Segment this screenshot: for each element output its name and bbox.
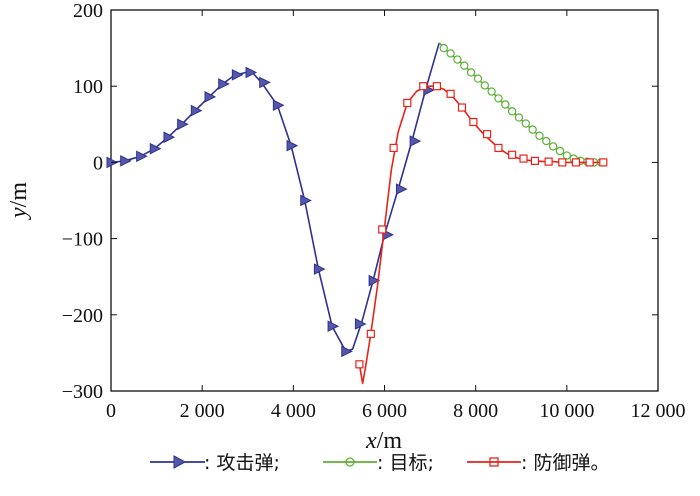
data-point-target — [562, 151, 572, 160]
legend-label-defense: : 防御弹。 — [521, 452, 609, 474]
x-tick-label: 0 — [106, 400, 116, 422]
data-point-attack — [149, 142, 162, 155]
data-point-defense — [544, 157, 553, 166]
data-point-defense — [530, 156, 540, 165]
data-point-attack — [286, 139, 299, 152]
legend-label-target: : 目标; — [377, 452, 434, 474]
data-point-target — [460, 61, 469, 70]
data-point-target — [535, 131, 544, 140]
data-point-defense — [508, 150, 517, 159]
x-tick-label: 8 000 — [453, 400, 498, 422]
data-point-defense — [519, 154, 528, 163]
y-axis-label: y/m — [6, 182, 32, 220]
data-point-target — [528, 125, 537, 134]
x-axis-label: x/m — [365, 428, 402, 454]
data-point-attack — [327, 320, 340, 333]
series-line-defense — [358, 85, 604, 385]
x-tick-label: 12 000 — [631, 400, 686, 422]
series-line-target — [438, 42, 604, 164]
x-tick-label: 4 000 — [271, 400, 316, 422]
series-line-attack — [110, 42, 440, 353]
legend-label-attack: : 攻击弹; — [204, 452, 280, 474]
data-point-attack — [245, 66, 258, 79]
legend-circle-marker — [345, 457, 355, 467]
y-tick-label: 200 — [73, 0, 103, 22]
data-point-attack — [218, 78, 230, 90]
data-point-attack — [136, 150, 148, 163]
data-point-attack — [177, 118, 189, 131]
data-point-target — [501, 100, 510, 109]
legend-square-marker — [489, 457, 499, 467]
series-layer — [106, 42, 608, 385]
data-point-defense — [355, 360, 364, 369]
y-tick-label: 0 — [93, 152, 103, 174]
data-point-attack — [409, 135, 422, 147]
data-point-attack — [231, 68, 244, 81]
x-tick-label: 10 000 — [539, 400, 594, 422]
data-point-attack — [313, 263, 326, 275]
data-point-defense — [432, 82, 442, 91]
y-tick-label: −200 — [62, 305, 103, 327]
legend-item-target: : 目标; — [323, 452, 434, 474]
data-point-attack — [395, 183, 408, 195]
data-point-target — [446, 49, 455, 58]
x-tick-label: 6 000 — [362, 400, 407, 422]
data-point-defense — [482, 130, 492, 139]
data-point-defense — [446, 89, 455, 98]
data-point-target — [507, 107, 517, 116]
data-point-target — [480, 81, 489, 90]
data-point-defense — [585, 158, 594, 167]
data-point-defense — [419, 82, 428, 91]
data-point-defense — [378, 225, 387, 234]
data-point-defense — [389, 143, 398, 153]
y-tick-label: −300 — [62, 381, 103, 403]
data-point-defense — [599, 158, 608, 167]
data-point-defense — [469, 117, 478, 127]
y-tick-label: −100 — [62, 229, 103, 251]
data-point-attack — [190, 104, 203, 117]
legend-item-attack: : 攻击弹; — [150, 452, 280, 474]
plot-frame — [110, 9, 659, 392]
data-point-defense — [366, 329, 375, 338]
data-point-target — [548, 142, 558, 151]
legend-item-defense: : 防御弹。 — [467, 452, 609, 474]
data-point-target — [453, 55, 462, 64]
ticks-layer: 0 2 000 4 000 6 000 8 000 10 000 12 000 200 100 0… — [62, 0, 686, 422]
data-point-attack — [204, 91, 217, 103]
data-point-attack — [272, 99, 285, 112]
data-point-target — [473, 74, 483, 83]
data-point-defense — [494, 143, 503, 153]
data-point-target — [487, 87, 496, 96]
data-point-target — [542, 136, 551, 146]
data-point-attack — [300, 194, 312, 207]
data-point-attack — [354, 318, 367, 330]
data-point-attack — [120, 155, 132, 167]
data-point-defense — [558, 158, 567, 167]
data-point-attack — [368, 274, 381, 287]
data-point-attack — [341, 345, 353, 358]
data-point-target — [439, 43, 448, 53]
legend: : 攻击弹; : 目标; : 防御弹。 — [150, 452, 609, 474]
data-point-target — [514, 113, 524, 122]
x-tick-label: 2 000 — [180, 400, 225, 422]
data-point-target — [521, 119, 531, 128]
data-point-target — [555, 146, 565, 156]
y-tick-label: 100 — [73, 76, 103, 98]
data-point-target — [494, 94, 503, 103]
data-point-target — [466, 68, 476, 77]
data-point-defense — [403, 98, 412, 108]
data-point-attack — [163, 131, 176, 144]
data-point-defense — [457, 103, 467, 112]
data-point-defense — [571, 158, 581, 167]
legend-triangle-marker — [173, 455, 187, 469]
data-point-attack — [259, 76, 271, 89]
